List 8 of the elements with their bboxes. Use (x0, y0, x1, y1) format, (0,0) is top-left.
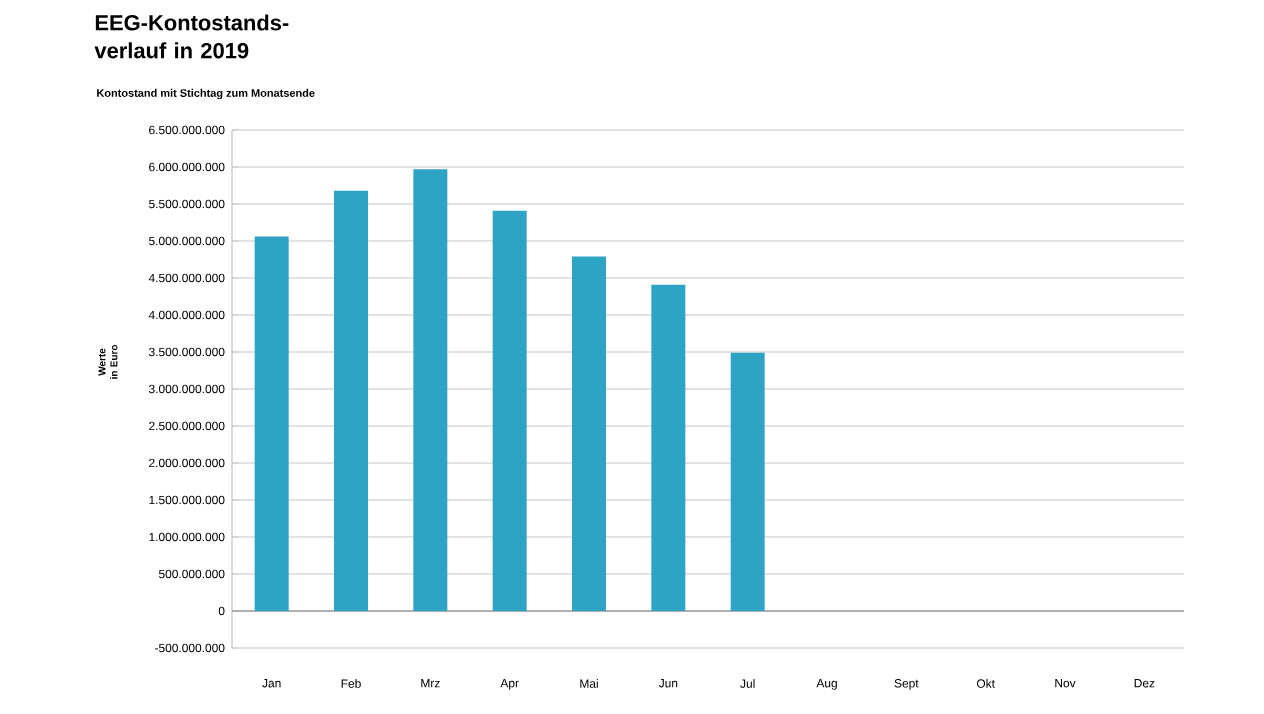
bar (334, 190, 368, 611)
bar (730, 352, 765, 611)
bar (651, 284, 686, 611)
bar (254, 236, 289, 611)
bar (413, 169, 448, 611)
chart-title: EEG-Kontostands-verlauf in 2019 (94, 14, 289, 59)
bar (572, 256, 607, 611)
bar (492, 210, 527, 611)
